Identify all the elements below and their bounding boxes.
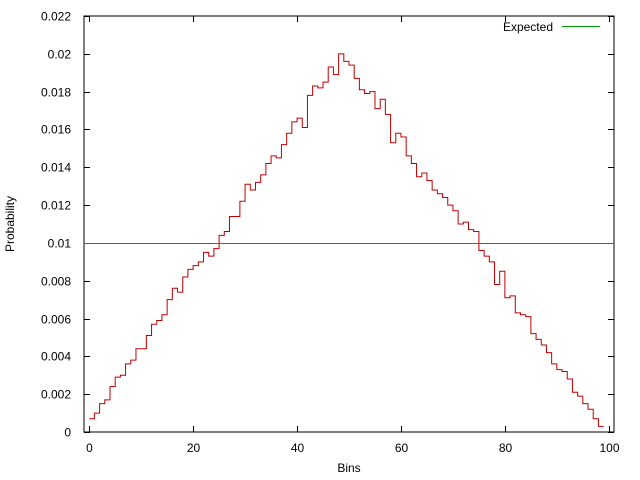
- y-tick-label: 0.02: [48, 48, 72, 62]
- legend-entry-label: Expected: [503, 20, 553, 34]
- y-tick-label: 0.006: [41, 313, 71, 327]
- x-tick-label: 20: [187, 441, 201, 455]
- y-tick-label: 0.014: [41, 161, 71, 175]
- legend: Expected: [503, 20, 600, 34]
- y-axis: 0 0.002 0.004 0.006 0.008 0.01 0.012 0.014 0.016…: [41, 10, 614, 440]
- y-tick-label: 0.01: [48, 237, 72, 251]
- x-tick-label: 40: [291, 441, 305, 455]
- y-tick-label: 0.012: [41, 199, 71, 213]
- x-tick-label: 80: [499, 441, 513, 455]
- x-axis-title: Bins: [337, 461, 360, 475]
- y-tick-label: 0.004: [41, 350, 71, 364]
- y-tick-label: 0.016: [41, 123, 71, 137]
- y-axis-title: Probability: [3, 196, 17, 252]
- y-tick-label: 0.022: [41, 10, 71, 24]
- x-tick-label: 100: [599, 441, 619, 455]
- y-tick-label: 0.002: [41, 388, 71, 402]
- x-axis: 0 20 40 60 80 100: [86, 16, 620, 455]
- x-tick-label: 0: [86, 441, 93, 455]
- y-tick-label: 0: [64, 426, 71, 440]
- y-tick-label: 0.008: [41, 275, 71, 289]
- histogram-step-line: [89, 53, 604, 427]
- series-layer: [84, 53, 614, 427]
- y-tick-label: 0.018: [41, 86, 71, 100]
- plot-frame: [83, 15, 615, 433]
- plot-border: [83, 15, 615, 433]
- x-tick-label: 60: [395, 441, 409, 455]
